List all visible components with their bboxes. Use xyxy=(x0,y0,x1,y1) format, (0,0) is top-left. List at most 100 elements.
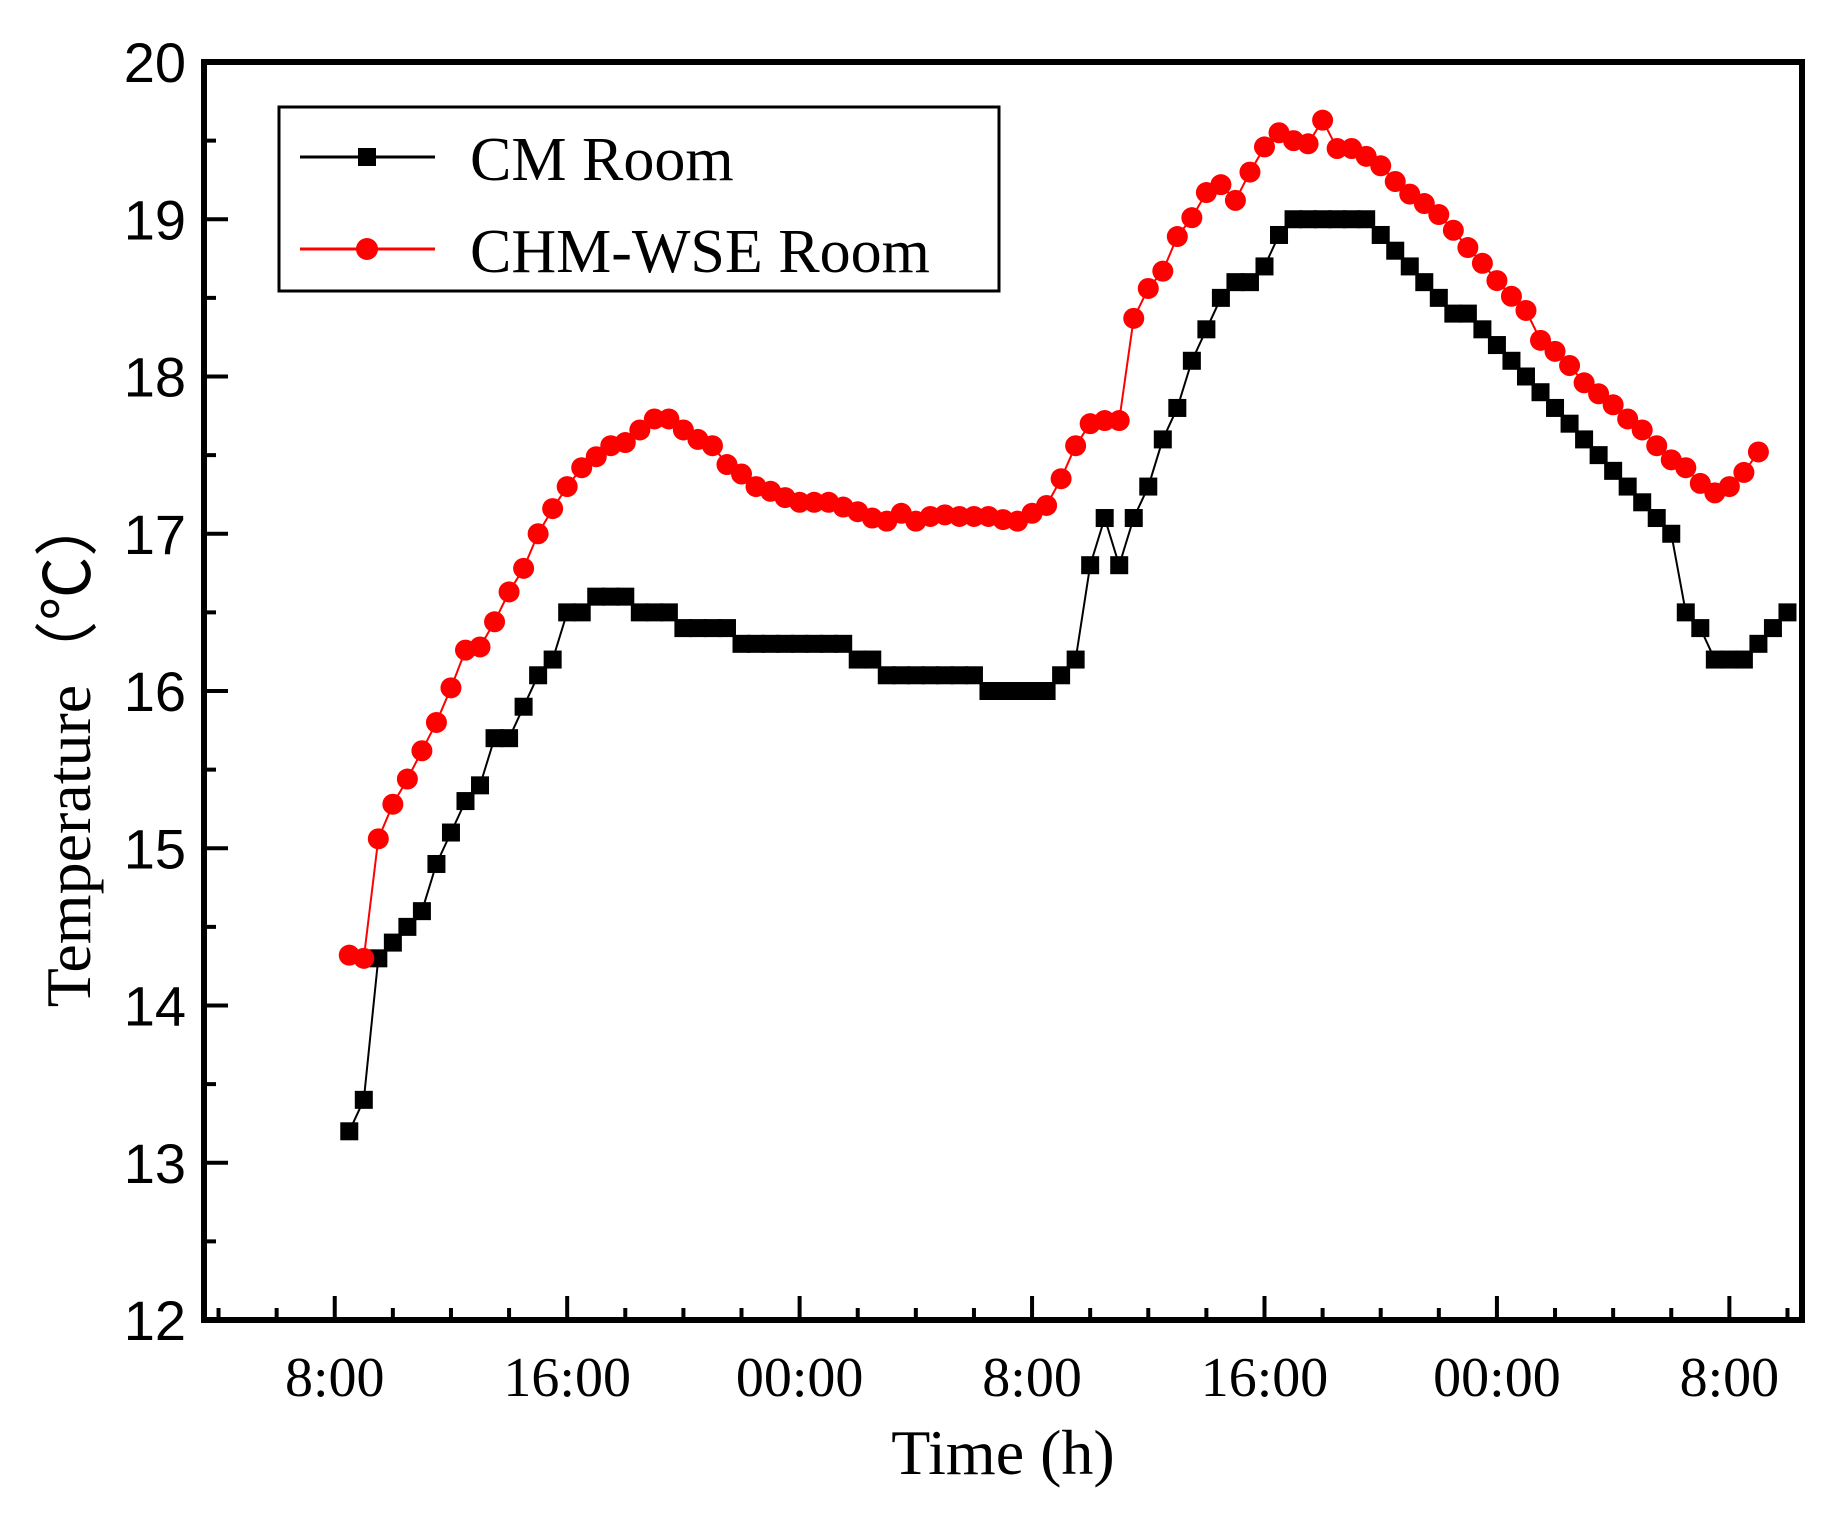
data-point-cm-room xyxy=(1734,650,1753,669)
data-point-chm-wse-room xyxy=(1733,461,1755,483)
data-point-cm-room xyxy=(1676,603,1695,622)
data-point-cm-room xyxy=(1139,477,1158,496)
data-point-cm-room xyxy=(1400,257,1419,276)
data-point-cm-room xyxy=(369,949,388,968)
data-point-cm-room xyxy=(514,697,533,716)
data-point-chm-wse-room xyxy=(513,557,535,579)
data-point-cm-room xyxy=(1705,650,1724,669)
data-point-chm-wse-room xyxy=(353,947,375,969)
data-point-cm-room xyxy=(558,603,577,622)
data-point-chm-wse-room xyxy=(1210,174,1232,196)
data-point-cm-room xyxy=(1371,225,1390,244)
data-point-cm-room xyxy=(1444,304,1463,323)
data-point-chm-wse-room xyxy=(469,636,491,658)
data-point-chm-wse-room xyxy=(1428,204,1450,226)
legend: CM Room CHM-WSE Room xyxy=(277,105,1001,293)
data-point-chm-wse-room xyxy=(1602,394,1624,416)
data-point-cm-room xyxy=(979,682,998,700)
legend-marker-chm xyxy=(356,238,378,260)
data-point-cm-room xyxy=(1487,336,1506,355)
data-point-cm-room xyxy=(659,603,678,622)
legend-label-chm: CHM-WSE Room xyxy=(470,218,930,286)
data-point-chm-wse-room xyxy=(1457,237,1479,259)
data-point-chm-wse-room xyxy=(1515,299,1537,321)
data-point-cm-room xyxy=(587,587,606,606)
data-point-cm-room xyxy=(703,619,722,638)
data-point-chm-wse-room xyxy=(643,408,665,430)
data-point-chm-wse-room xyxy=(411,740,433,762)
data-point-chm-wse-room xyxy=(1675,457,1697,479)
data-point-chm-wse-room xyxy=(1224,189,1246,211)
data-point-cm-room xyxy=(1691,619,1710,638)
y-tick-label: 12 xyxy=(124,1289,186,1352)
data-point-chm-wse-room xyxy=(1181,207,1203,229)
data-point-cm-room xyxy=(485,729,504,748)
y-tick-label: 20 xyxy=(124,31,186,94)
data-point-cm-room xyxy=(1153,430,1172,449)
data-point-cm-room xyxy=(1081,556,1100,575)
data-point-cm-room xyxy=(921,666,940,685)
data-point-cm-room xyxy=(1008,682,1027,700)
y-tick-label: 19 xyxy=(124,188,186,251)
data-point-chm-wse-room xyxy=(1123,307,1145,329)
data-point-cm-room xyxy=(1037,682,1056,700)
data-point-cm-room xyxy=(1386,241,1405,260)
data-point-cm-room xyxy=(601,587,620,606)
data-point-cm-room xyxy=(674,619,693,638)
data-point-cm-room xyxy=(1604,461,1623,480)
data-point-cm-room xyxy=(964,666,983,685)
data-point-cm-room xyxy=(906,666,925,685)
data-point-cm-room xyxy=(994,682,1012,700)
data-point-chm-wse-room xyxy=(1471,252,1493,274)
data-point-cm-room xyxy=(805,634,824,653)
data-point-cm-room xyxy=(616,587,635,606)
data-point-chm-wse-room xyxy=(1384,171,1406,193)
data-point-cm-room xyxy=(1516,367,1535,386)
data-point-chm-wse-room xyxy=(585,446,607,468)
x-tick-label: 16:00 xyxy=(503,1347,631,1409)
data-point-cm-room xyxy=(340,1122,359,1141)
data-point-cm-room xyxy=(1633,493,1652,512)
data-point-cm-room xyxy=(1197,320,1216,339)
data-point-cm-room xyxy=(1095,509,1114,528)
data-point-cm-room xyxy=(935,666,954,685)
data-point-chm-wse-room xyxy=(1631,419,1653,441)
data-point-chm-wse-room xyxy=(731,463,753,485)
data-point-cm-room xyxy=(1182,351,1201,370)
data-point-chm-wse-room xyxy=(1094,410,1116,432)
data-point-cm-room xyxy=(1270,225,1289,244)
data-point-cm-room xyxy=(1313,210,1332,229)
data-point-cm-room xyxy=(645,603,664,622)
data-point-cm-room xyxy=(834,634,853,653)
data-point-cm-room xyxy=(543,650,562,669)
data-point-cm-room xyxy=(383,933,402,952)
data-point-chm-wse-room xyxy=(1312,109,1334,131)
data-point-cm-room xyxy=(1531,383,1550,402)
data-point-chm-wse-room xyxy=(1152,260,1174,282)
data-point-cm-room xyxy=(1168,398,1187,417)
data-point-cm-room xyxy=(456,792,475,811)
data-point-cm-room xyxy=(441,823,460,842)
data-point-chm-wse-room xyxy=(1573,372,1595,394)
data-point-cm-room xyxy=(1110,556,1129,575)
data-point-cm-room xyxy=(1240,273,1259,292)
data-point-chm-wse-room xyxy=(658,408,680,430)
data-point-chm-wse-room xyxy=(382,793,404,815)
data-point-chm-wse-room xyxy=(425,711,447,733)
data-point-chm-wse-room xyxy=(556,476,578,498)
data-point-chm-wse-room xyxy=(1588,383,1610,405)
data-point-cm-room xyxy=(1589,446,1608,465)
data-point-cm-room xyxy=(1052,666,1071,685)
data-point-chm-wse-room xyxy=(629,419,651,441)
data-point-cm-room xyxy=(877,666,896,685)
data-point-chm-wse-room xyxy=(1530,329,1552,351)
y-tick-label: 16 xyxy=(124,660,186,723)
data-point-chm-wse-room xyxy=(1036,494,1058,516)
data-point-chm-wse-room xyxy=(1137,277,1159,299)
data-point-cm-room xyxy=(1749,634,1768,653)
data-point-cm-room xyxy=(1546,398,1565,417)
data-point-cm-room xyxy=(1662,524,1681,543)
data-point-chm-wse-room xyxy=(701,435,723,457)
y-tick-label: 15 xyxy=(124,817,186,880)
